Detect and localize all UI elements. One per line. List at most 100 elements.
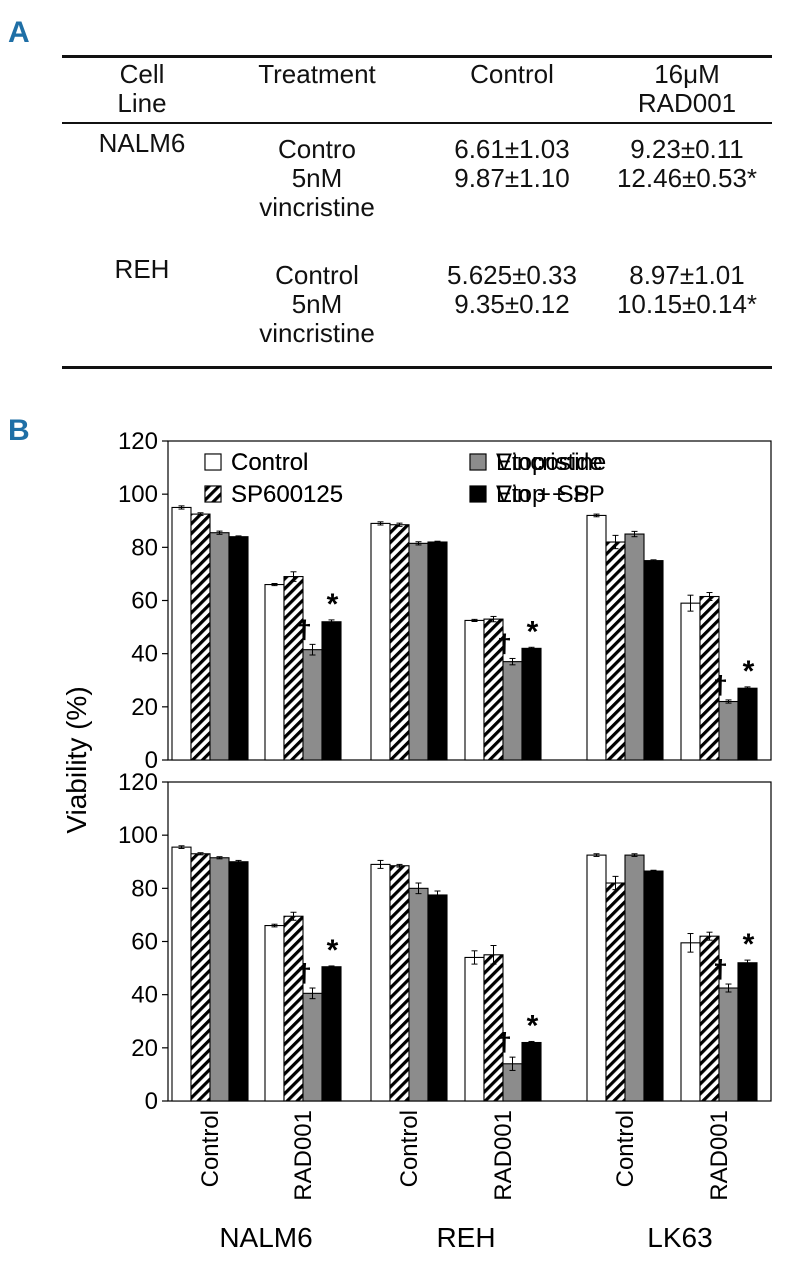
- legend-swatch: [469, 453, 487, 471]
- y-tick-label: 80: [131, 875, 158, 902]
- y-tick-label: 0: [145, 1088, 158, 1115]
- bar: [264, 583, 285, 761]
- group-label: NALM6: [219, 1222, 312, 1253]
- bar: [283, 576, 304, 761]
- legend-label: Vincristine: [496, 449, 606, 476]
- row-control-values: 6.61±1.03 9.87±1.10: [417, 135, 607, 193]
- y-tick-label: 60: [131, 588, 158, 615]
- row-control-values: 5.625±0.33 9.35±0.12: [417, 261, 607, 319]
- bar: [228, 536, 249, 761]
- x-category-label: RAD001: [706, 1110, 733, 1201]
- bar: [264, 924, 285, 1102]
- x-category-label: Control: [612, 1110, 639, 1187]
- bar: [302, 992, 323, 1102]
- significance-marker: †: [497, 628, 511, 658]
- table-bottom-rule: [62, 366, 772, 369]
- value-text: 10.15±0.14*: [616, 289, 758, 319]
- bar: [680, 602, 701, 761]
- legend-label: Etoposide: [496, 449, 603, 476]
- significance-marker: *: [327, 588, 339, 621]
- significance-marker: †: [713, 670, 727, 700]
- significance-marker: *: [527, 615, 539, 648]
- significance-marker: *: [743, 928, 755, 961]
- bar: [427, 541, 448, 761]
- bar: [464, 956, 485, 1102]
- bar: [464, 619, 485, 761]
- bar: [370, 522, 391, 761]
- bar: [321, 621, 342, 761]
- treatment-text: vincristine: [259, 192, 375, 222]
- panel-b-label: B: [8, 414, 30, 447]
- bar: [209, 532, 230, 761]
- header-text: Cell: [119, 59, 165, 89]
- bar: [370, 863, 391, 1102]
- cell-line-text: NALM6: [98, 128, 186, 158]
- bar: [643, 870, 664, 1102]
- bar: [228, 861, 249, 1102]
- header-cell-line: Cell Line: [62, 60, 222, 118]
- value-text: 9.35±0.12: [454, 289, 570, 319]
- header-rad001: 16μM RAD001: [592, 60, 782, 118]
- value-text: 6.61±1.03: [454, 134, 570, 164]
- bar: [283, 915, 304, 1102]
- significance-marker: †: [713, 954, 727, 984]
- row-treatment: Contro 5nM vincristine: [222, 135, 412, 222]
- y-tick-label: 100: [118, 822, 158, 849]
- row-rad001-values: 9.23±0.11 12.46±0.53*: [592, 135, 782, 193]
- y-tick-label: 40: [131, 982, 158, 1009]
- bar: [502, 661, 523, 761]
- bar: [605, 541, 626, 761]
- y-tick-label: 20: [131, 1035, 158, 1062]
- y-tick-label: 40: [131, 641, 158, 668]
- bar: [643, 560, 664, 761]
- header-text: Control: [470, 59, 554, 89]
- bar: [389, 865, 410, 1102]
- significance-marker: *: [327, 934, 339, 967]
- header-control: Control: [417, 60, 607, 89]
- header-treatment: Treatment: [222, 60, 412, 89]
- significance-marker: †: [297, 614, 311, 644]
- bar: [586, 514, 607, 761]
- y-tick-label: 80: [131, 534, 158, 561]
- y-tick-label: 60: [131, 929, 158, 956]
- header-text: Treatment: [258, 59, 376, 89]
- significance-marker: †: [497, 1027, 511, 1057]
- y-tick-label: 120: [118, 769, 158, 796]
- legend-swatch: [204, 453, 222, 471]
- bar: [171, 506, 192, 761]
- legend-swatch: [469, 485, 487, 503]
- bar: [171, 846, 192, 1102]
- legend-label: SP600125: [231, 481, 343, 508]
- group-label: LK63: [647, 1222, 712, 1253]
- treatment-text: 5nM: [291, 163, 343, 193]
- bar: [209, 857, 230, 1102]
- bar: [624, 533, 645, 761]
- legend-label: Etop + SP: [496, 481, 605, 508]
- treatment-text: vincristine: [259, 318, 375, 348]
- row-treatment: Control 5nM vincristine: [222, 261, 412, 348]
- y-tick-label: 100: [118, 481, 158, 508]
- bar: [427, 894, 448, 1102]
- bar: [521, 647, 542, 761]
- header-text: Line: [117, 88, 167, 118]
- value-text: 5.625±0.33: [447, 260, 577, 290]
- bar: [389, 524, 410, 761]
- bar: [605, 882, 626, 1102]
- header-text: 16μM: [654, 59, 720, 89]
- y-tick-label: 0: [145, 747, 158, 774]
- treatment-text: 5nM: [291, 289, 343, 319]
- legend-label: Control: [231, 449, 308, 476]
- bar: [321, 966, 342, 1102]
- value-text: 8.97±1.01: [629, 260, 745, 290]
- table-header-rule: [62, 122, 772, 124]
- bar: [680, 942, 701, 1102]
- legend-swatch: [204, 485, 222, 503]
- bar: [737, 687, 758, 761]
- x-category-label: RAD001: [290, 1110, 317, 1201]
- significance-marker: †: [297, 958, 311, 988]
- significance-marker: *: [527, 1009, 539, 1042]
- group-label: REH: [436, 1222, 495, 1253]
- bar: [624, 854, 645, 1102]
- panel-a-label: A: [8, 16, 30, 49]
